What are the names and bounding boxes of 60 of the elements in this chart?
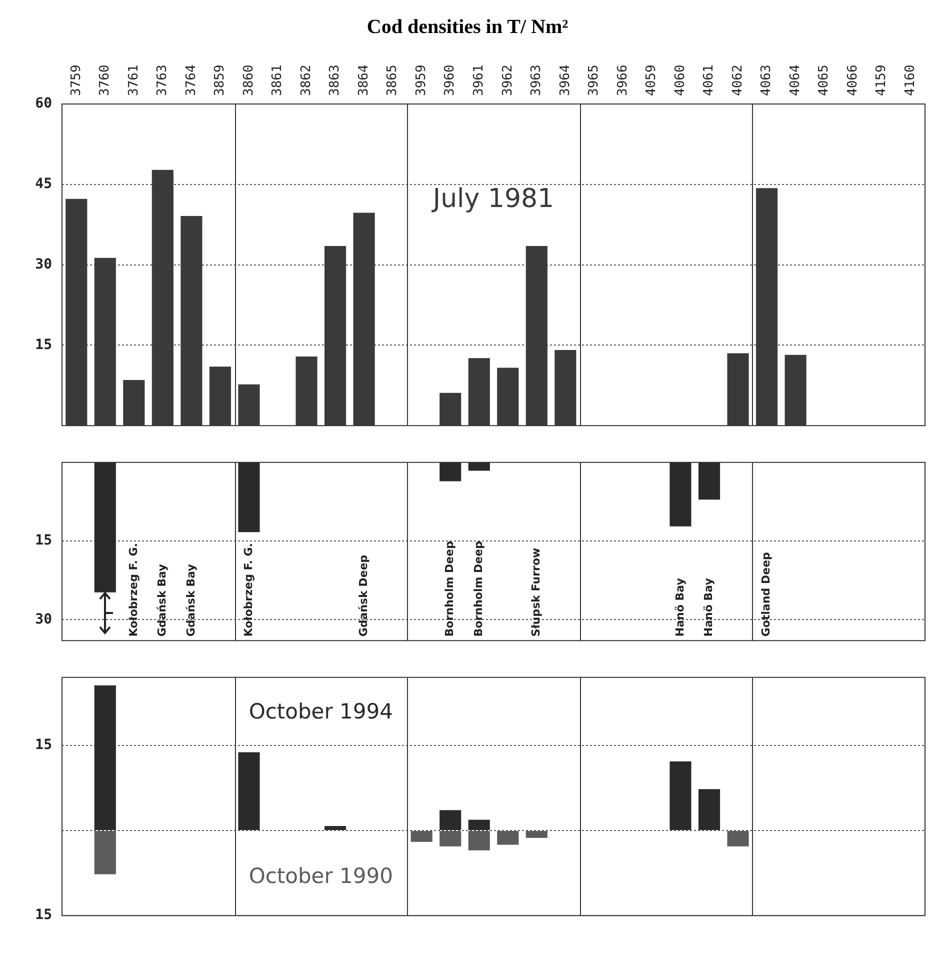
x-tick-label: 3963 xyxy=(529,64,544,96)
x-tick-label: 4066 xyxy=(845,64,860,96)
series-label: October 1994 xyxy=(248,700,393,724)
annotation: Hanö Bay xyxy=(673,578,686,637)
y-tick-label: 15 xyxy=(35,907,52,924)
annotation: Hanö Bay xyxy=(702,578,716,637)
x-tick-label: 3863 xyxy=(328,64,343,96)
x-tick-label: 4064 xyxy=(788,64,803,96)
x-tick-label: 3865 xyxy=(385,64,400,96)
x-tick-label: 3964 xyxy=(558,64,573,96)
x-tick-label: 4062 xyxy=(730,64,746,96)
annotation: Słupsk Furrow xyxy=(530,548,543,637)
annotation: Kołobrzeg F. G. xyxy=(242,543,255,637)
annotation: Gdańsk Deep xyxy=(356,554,370,637)
x-tick-label: 3859 xyxy=(212,64,228,96)
annotation: Kołobrzeg F. G. xyxy=(126,543,140,637)
x-tick-label: 3961 xyxy=(471,64,486,96)
x-tick-label: 3861 xyxy=(270,64,286,96)
bar xyxy=(94,685,116,830)
x-tick-label: 3860 xyxy=(241,64,256,96)
x-tick-label: 3960 xyxy=(442,64,458,96)
x-tick-label: 4063 xyxy=(759,64,774,96)
x-tick-label: 4061 xyxy=(702,64,717,96)
chart-title: Cod densities in T/ Nm² xyxy=(366,15,570,40)
x-tick-label: 3864 xyxy=(356,64,372,96)
bar xyxy=(238,752,260,830)
x-tick-label: 4059 xyxy=(644,64,660,96)
y-tick-label: 15 xyxy=(35,532,52,549)
y-tick-label: 15 xyxy=(35,336,52,353)
annotation: Gdańsk Bay xyxy=(184,564,198,637)
x-tick-label: 3962 xyxy=(500,64,516,96)
x-tick-label: 3760 xyxy=(98,64,113,96)
x-tick-label: 3959 xyxy=(414,64,429,96)
y-tick-label: 30 xyxy=(35,611,52,628)
x-tick-label: 4160 xyxy=(902,64,918,96)
x-tick-label: 3761 xyxy=(126,64,142,96)
annotation: Bornholm Deep xyxy=(443,540,456,637)
x-tick-label: 4060 xyxy=(672,64,688,96)
y-tick-label: 60 xyxy=(35,96,52,112)
y-tick-label: 15 xyxy=(35,737,52,754)
x-tick-label: 3965 xyxy=(586,64,602,96)
bar xyxy=(670,761,692,830)
bar xyxy=(468,820,490,830)
series-label: October 1990 xyxy=(248,864,393,888)
bar xyxy=(698,789,720,830)
x-tick-label: 4159 xyxy=(874,64,890,96)
x-tick-label: 3763 xyxy=(155,64,170,96)
x-tick-label: 3764 xyxy=(184,64,199,96)
series-label: July 1981 xyxy=(430,184,554,214)
x-tick-label: 3759 xyxy=(68,64,84,96)
annotation: Bornholm Deep xyxy=(472,540,485,637)
x-tick-label: 3862 xyxy=(298,64,314,96)
bar xyxy=(324,826,346,830)
y-tick-label: 45 xyxy=(35,176,52,192)
x-tick-label: 4065 xyxy=(816,64,832,96)
y-tick-label: 30 xyxy=(35,256,52,272)
bar xyxy=(440,810,462,830)
annotation: Gdańsk Bay xyxy=(156,564,169,637)
annotation: Gotland Deep xyxy=(760,552,773,637)
x-tick-label: 3966 xyxy=(615,64,630,96)
